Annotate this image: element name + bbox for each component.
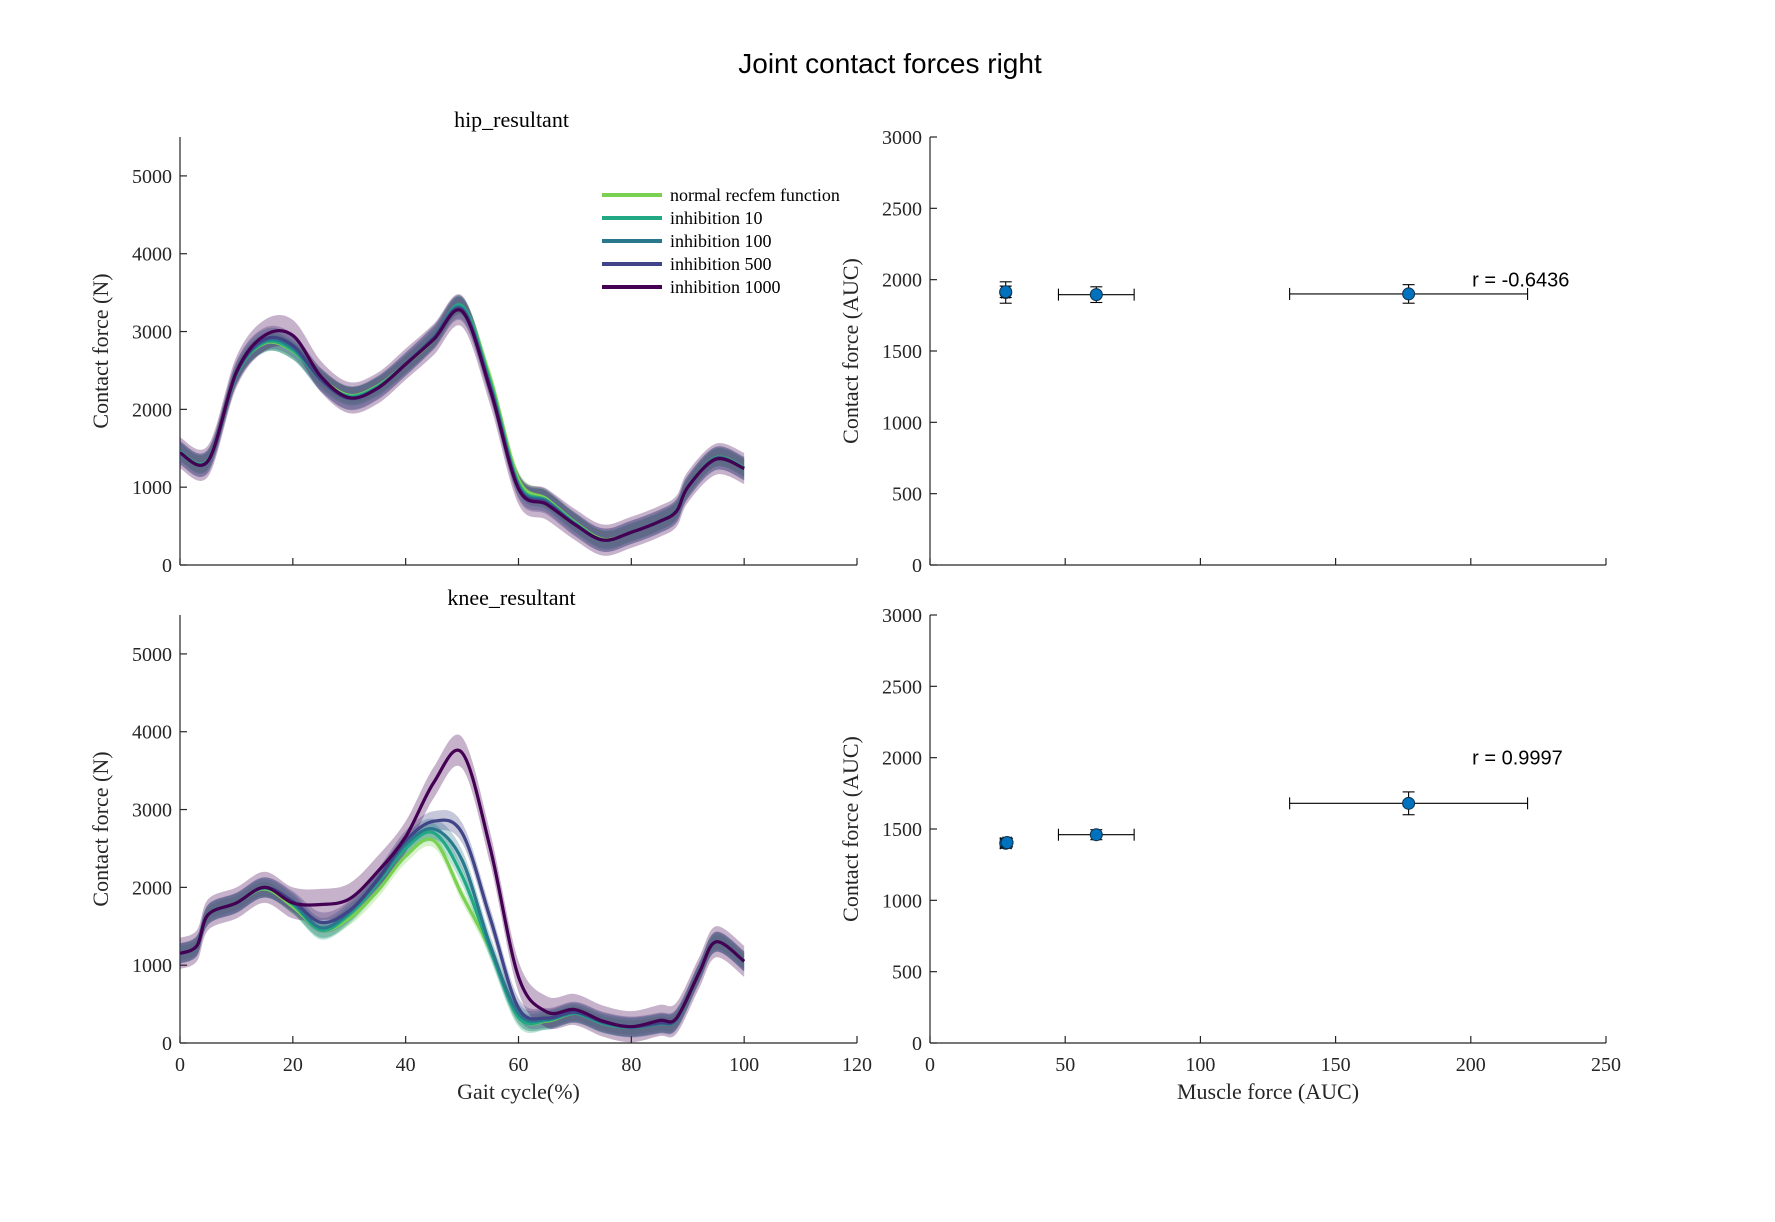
x-tick-label: 200 bbox=[1456, 1054, 1486, 1076]
correlation-annotation: r = -0.6436 bbox=[1472, 270, 1569, 292]
points-group bbox=[999, 281, 1529, 304]
correlation-annotation: r = 0.9997 bbox=[1472, 748, 1563, 770]
y-axis-label: Contact force (AUC) bbox=[838, 258, 863, 444]
scatter-point bbox=[999, 285, 1013, 299]
points-group bbox=[999, 791, 1529, 850]
y-tick-label: 1000 bbox=[132, 955, 172, 977]
legend-label: inhibition 500 bbox=[670, 254, 772, 274]
y-tick-label: 3000 bbox=[882, 127, 922, 149]
plots-group: 010002000300040005000hip_resultantContac… bbox=[88, 107, 1621, 1104]
y-tick-label: 500 bbox=[892, 962, 922, 984]
scatter-point bbox=[1402, 287, 1416, 301]
axes-0: 0 1000 2000 3000 4000 5000 hip_resultant Contac… bbox=[88, 107, 858, 577]
x-axis-label: Muscle force (AUC) bbox=[1177, 1079, 1359, 1104]
y-tick-label: 1000 bbox=[882, 890, 922, 912]
scatter-point bbox=[1402, 796, 1416, 810]
y-tick-label: 2500 bbox=[882, 676, 922, 698]
x-tick-label: 150 bbox=[1321, 1054, 1351, 1076]
y-tick-label: 1000 bbox=[882, 412, 922, 434]
y-tick-label: 5000 bbox=[132, 166, 172, 188]
y-tick-label: 2000 bbox=[882, 748, 922, 770]
scatter-point bbox=[1000, 836, 1014, 850]
y-tick-label: 5000 bbox=[132, 644, 172, 666]
x-tick-label: 250 bbox=[1591, 1054, 1621, 1076]
y-tick-label: 1500 bbox=[882, 819, 922, 841]
y-tick-label: 3000 bbox=[132, 322, 172, 344]
scatter-point bbox=[1089, 828, 1103, 842]
x-tick-label: 20 bbox=[283, 1054, 303, 1076]
legend-label: normal recfem function bbox=[670, 185, 840, 205]
figure-title: Joint contact forces right bbox=[738, 48, 1042, 79]
series-line bbox=[180, 308, 745, 542]
series-band bbox=[180, 734, 745, 1043]
axes-title: knee_resultant bbox=[447, 585, 575, 610]
y-axis-label: Contact force (N) bbox=[88, 273, 113, 428]
axes-1: 0 500 1000 1500 2000 2500 3000 Contact force (A… bbox=[838, 127, 1607, 577]
x-tick-label: 50 bbox=[1055, 1054, 1075, 1076]
y-tick-label: 4000 bbox=[132, 722, 172, 744]
axes-title: hip_resultant bbox=[454, 107, 569, 132]
y-axis-label: Contact force (N) bbox=[88, 751, 113, 906]
legend-label: inhibition 1000 bbox=[670, 277, 781, 297]
y-tick-label: 4000 bbox=[132, 244, 172, 266]
x-tick-label: 100 bbox=[729, 1054, 759, 1076]
y-tick-label: 500 bbox=[892, 484, 922, 506]
series-group bbox=[180, 294, 745, 556]
y-tick-label: 3000 bbox=[132, 800, 172, 822]
series-group bbox=[180, 734, 746, 1043]
axes-2: 0 1000 2000 3000 4000 5000 0 20 40 60 80 100 120 knee… bbox=[88, 585, 872, 1104]
x-axis-label: Gait cycle(%) bbox=[457, 1079, 580, 1104]
x-tick-label: 0 bbox=[925, 1054, 935, 1076]
x-tick-label: 60 bbox=[509, 1054, 529, 1076]
legend-label: inhibition 10 bbox=[670, 208, 763, 228]
y-tick-label: 2500 bbox=[882, 198, 922, 220]
y-tick-label: 2000 bbox=[132, 399, 172, 421]
series-line bbox=[180, 748, 746, 1029]
legend-label: inhibition 100 bbox=[670, 231, 772, 251]
legend: normal recfem function inhibition 10 inhib… bbox=[602, 185, 840, 297]
x-tick-label: 80 bbox=[621, 1054, 641, 1076]
y-axis-label: Contact force (AUC) bbox=[838, 736, 863, 922]
y-tick-label: 2000 bbox=[882, 270, 922, 292]
y-tick-label: 3000 bbox=[882, 605, 922, 627]
y-tick-label: 0 bbox=[912, 555, 922, 577]
axes-3: 0 500 1000 1500 2000 2500 3000 0 50 100 150 200 250 C… bbox=[838, 605, 1621, 1104]
scatter-point bbox=[1089, 288, 1103, 302]
x-tick-label: 120 bbox=[842, 1054, 872, 1076]
x-tick-label: 40 bbox=[396, 1054, 416, 1076]
y-tick-label: 2000 bbox=[132, 877, 172, 899]
y-tick-label: 1500 bbox=[882, 341, 922, 363]
y-tick-label: 0 bbox=[912, 1033, 922, 1055]
y-tick-label: 0 bbox=[162, 555, 172, 577]
y-tick-label: 0 bbox=[162, 1033, 172, 1055]
y-tick-label: 1000 bbox=[132, 477, 172, 499]
x-tick-label: 100 bbox=[1185, 1054, 1215, 1076]
x-tick-label: 0 bbox=[175, 1054, 185, 1076]
